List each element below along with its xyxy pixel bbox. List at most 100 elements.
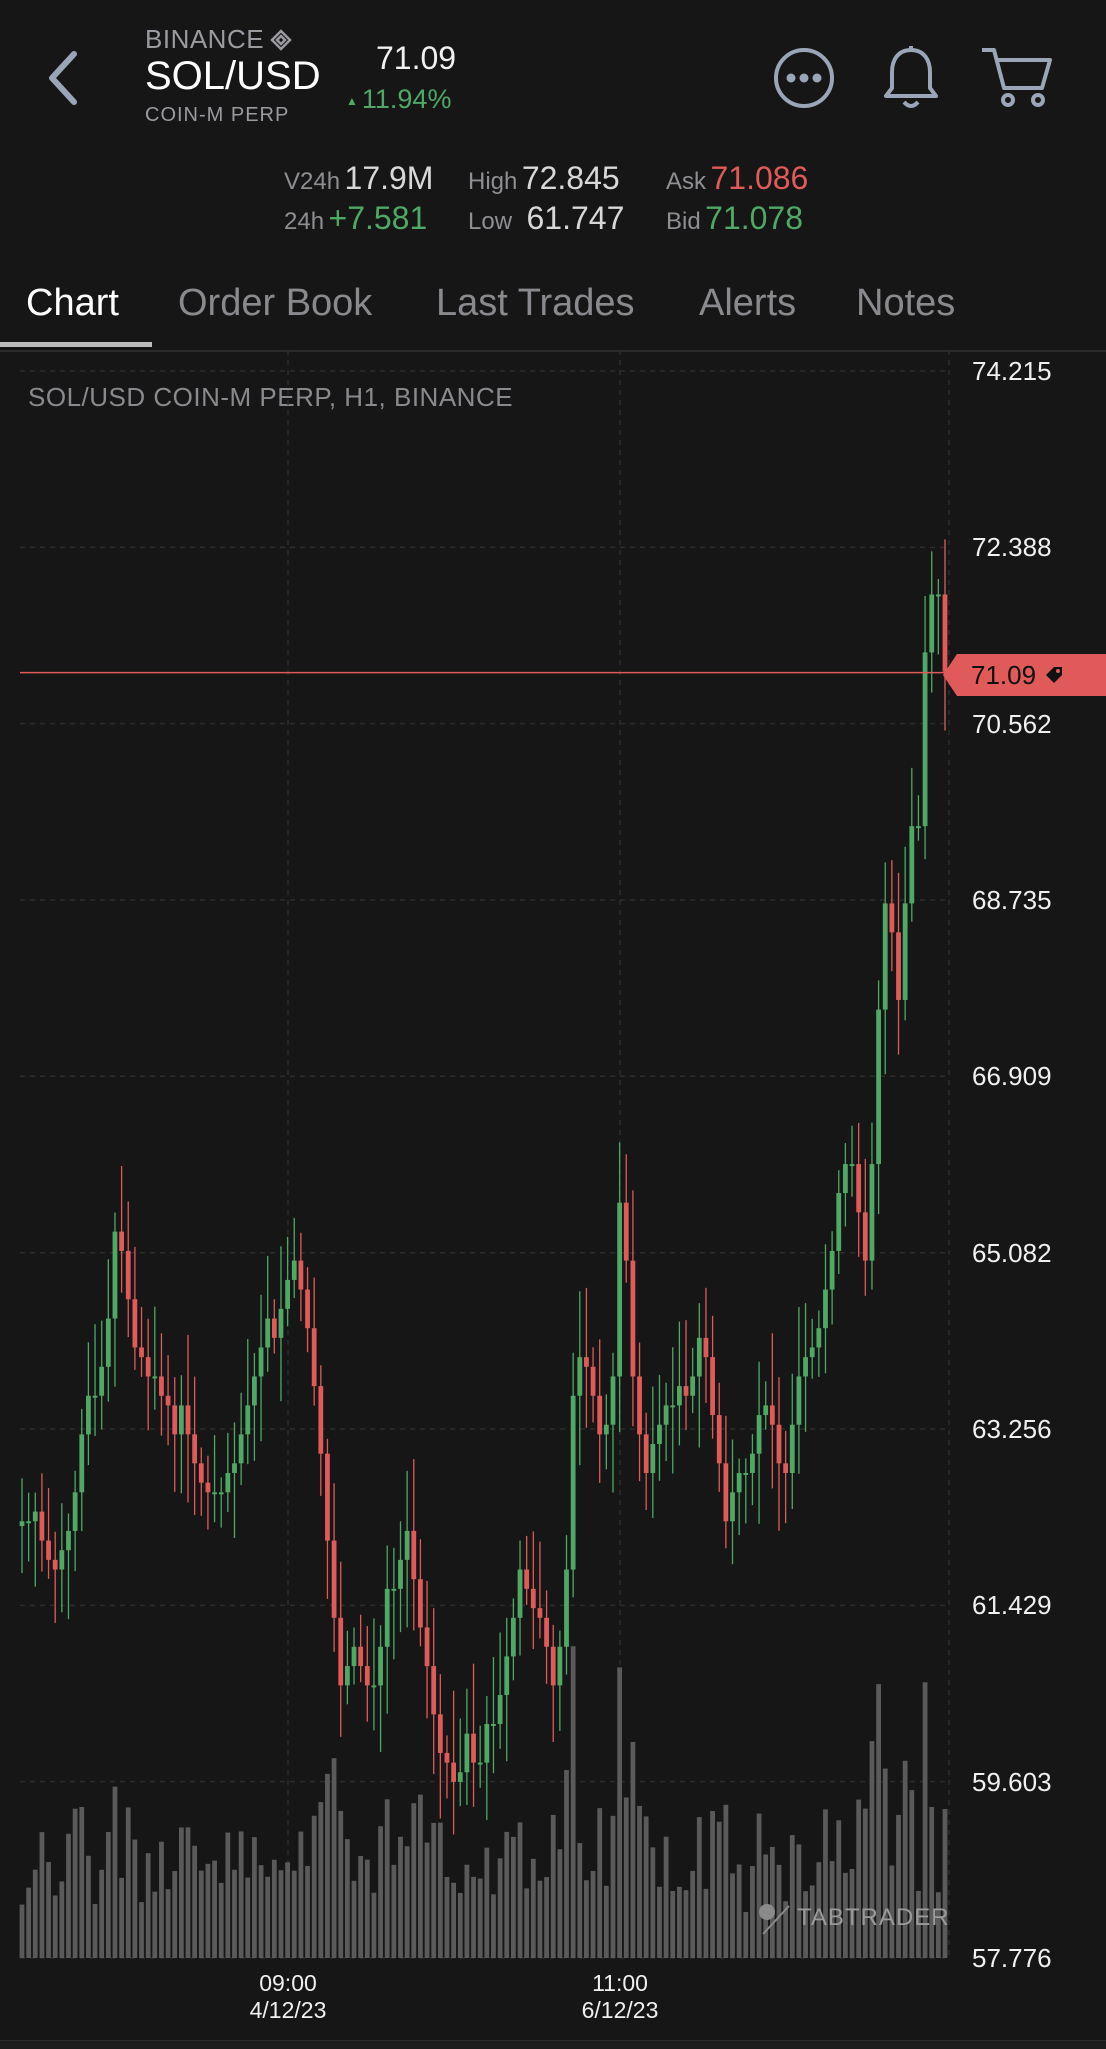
candle-body xyxy=(99,1366,105,1396)
candle-body xyxy=(537,1608,543,1618)
change-percent-value: 11.94% xyxy=(361,84,452,114)
volume-bar xyxy=(617,1667,623,1958)
volume-bar xyxy=(650,1847,656,1958)
volume-bar xyxy=(637,1805,642,1958)
candle-body xyxy=(305,1289,310,1329)
cart-button[interactable] xyxy=(980,44,1054,112)
candle-body xyxy=(26,1521,32,1524)
candle-body xyxy=(623,1202,629,1261)
volume-bar xyxy=(391,1864,397,1958)
volume-bar xyxy=(710,1811,715,1958)
volume-bar xyxy=(696,1817,702,1958)
volume-bar xyxy=(305,1865,310,1958)
candle-body xyxy=(736,1472,742,1493)
volume-bar xyxy=(736,1864,742,1958)
volume-bar xyxy=(192,1845,198,1958)
x-tick-time: 09:00 xyxy=(259,1970,317,1996)
candle-body xyxy=(205,1482,211,1493)
candle-body xyxy=(570,1395,576,1570)
alerts-bell-button[interactable] xyxy=(880,44,942,112)
volume-bar xyxy=(869,1741,875,1958)
up-triangle-icon: ▲ xyxy=(346,93,358,108)
volume-bar xyxy=(39,1832,45,1958)
candle-body xyxy=(584,1357,589,1367)
volume-bar xyxy=(657,1886,662,1958)
candle-body xyxy=(716,1415,722,1464)
volume-bar xyxy=(212,1860,217,1958)
volume-bar xyxy=(550,1814,556,1958)
candle-body xyxy=(86,1395,91,1435)
more-button[interactable] xyxy=(772,46,836,110)
y-tick-label: 63.256 xyxy=(972,1413,1052,1444)
watermark-text: TABTRADER xyxy=(797,1904,950,1931)
volume-bar xyxy=(882,1768,888,1958)
stats-v24h: V24h 17.9M xyxy=(284,160,433,197)
candle-body xyxy=(504,1656,510,1696)
volume-bar xyxy=(298,1831,304,1958)
ask-value: 71.086 xyxy=(710,160,809,196)
exchange-name: BINANCE xyxy=(145,24,292,55)
last-price: 71.09 xyxy=(376,40,457,76)
candle-body xyxy=(172,1405,178,1435)
candle-body xyxy=(809,1347,815,1358)
candle-body xyxy=(862,1212,868,1261)
candle-body xyxy=(358,1646,364,1667)
candle-body xyxy=(371,1685,377,1688)
volume-bar xyxy=(404,1846,410,1958)
current-price-tag: 71.09 xyxy=(943,654,1106,696)
candle-body xyxy=(145,1357,151,1377)
volume-bar xyxy=(530,1858,536,1958)
y-tick-label: 70.562 xyxy=(972,708,1052,739)
candlestick-chart[interactable] xyxy=(0,350,1106,2040)
volume-bar xyxy=(909,1790,915,1958)
volume-bar xyxy=(52,1895,58,1958)
volume-bar xyxy=(517,1822,523,1958)
volume-bar xyxy=(225,1832,231,1958)
candle-body xyxy=(829,1250,835,1290)
candle-body xyxy=(66,1530,71,1551)
candle-body xyxy=(198,1463,204,1483)
candle-body xyxy=(331,1540,337,1618)
candle-body xyxy=(876,1009,881,1165)
pair-title: SOL/USD xyxy=(145,54,321,98)
volume-bar xyxy=(504,1831,510,1958)
volume-bar xyxy=(66,1833,71,1958)
back-button[interactable] xyxy=(44,48,84,108)
candle-body xyxy=(929,594,935,653)
volume-bar xyxy=(26,1887,32,1958)
candle-body xyxy=(630,1260,636,1377)
candle-body xyxy=(510,1617,516,1657)
volume-bar xyxy=(331,1758,337,1958)
candle-body xyxy=(935,594,941,597)
volume-bar xyxy=(597,1808,603,1958)
candle-body xyxy=(650,1444,656,1473)
candle-body xyxy=(836,1193,842,1251)
volume-bar xyxy=(258,1865,264,1958)
volume-bar xyxy=(889,1865,895,1958)
candle-body xyxy=(849,1164,855,1167)
candle-body xyxy=(139,1347,144,1358)
volume-bar xyxy=(139,1902,144,1958)
volume-bar xyxy=(630,1741,636,1958)
stats-24h-change: 24h +7.581 xyxy=(284,200,427,237)
volume-bar xyxy=(703,1888,709,1958)
candle-body xyxy=(816,1328,822,1348)
tab-notes[interactable]: Notes xyxy=(856,282,956,324)
low-label: Low xyxy=(468,208,513,235)
candle-body xyxy=(909,826,915,904)
tab-chart[interactable]: Chart xyxy=(26,282,119,324)
tab-order-book[interactable]: Order Book xyxy=(178,282,373,324)
volume-bar xyxy=(524,1888,530,1958)
candle-body xyxy=(796,1376,802,1425)
volume-bar xyxy=(311,1815,317,1958)
tab-last-trades[interactable]: Last Trades xyxy=(436,282,635,324)
more-icon xyxy=(774,48,834,108)
volume-bar xyxy=(112,1786,118,1958)
candle-body xyxy=(278,1308,284,1338)
volume-bar xyxy=(929,1807,935,1958)
candle-body xyxy=(477,1762,483,1765)
tab-alerts[interactable]: Alerts xyxy=(699,282,797,324)
candle-body xyxy=(843,1164,848,1194)
candle-body xyxy=(544,1617,549,1647)
candle-body xyxy=(550,1646,556,1686)
